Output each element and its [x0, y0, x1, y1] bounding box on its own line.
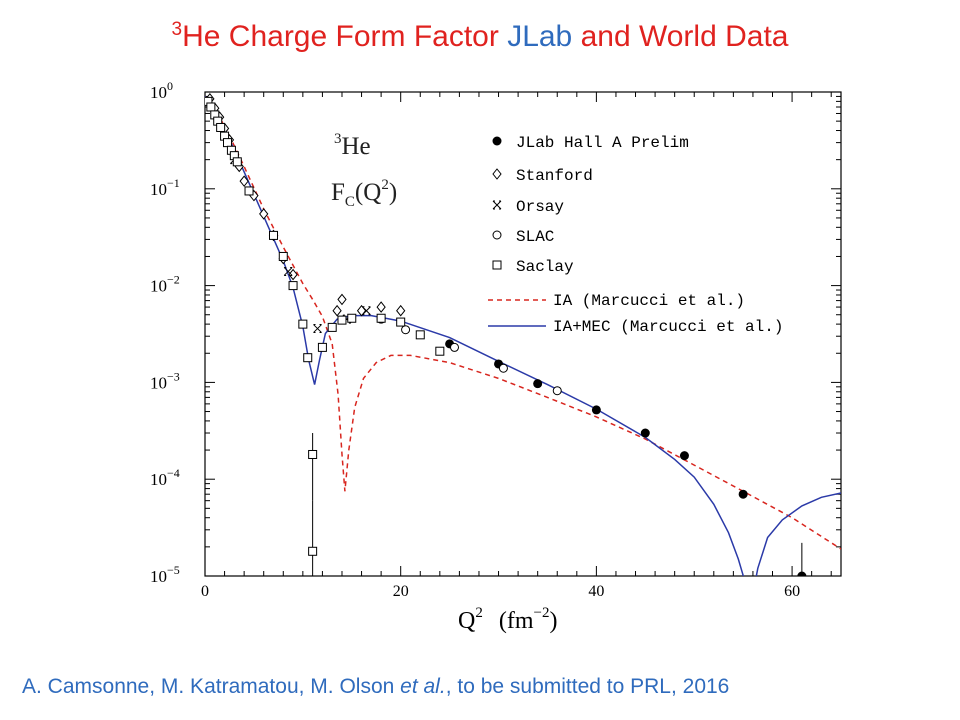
y-tick-labels: 100 10−1 10−2 10−3 10−4 10−5: [150, 79, 180, 586]
legend-label-slac: SLAC: [516, 228, 554, 246]
point-jlab: [679, 451, 689, 461]
point-slac: [552, 386, 562, 396]
point-jlab: [738, 489, 748, 499]
point-orsay: [313, 324, 322, 334]
x-axis-label: Q2 (fm−2): [458, 605, 557, 634]
point-saclay: [435, 346, 445, 356]
legend-marker-saclay: [492, 260, 502, 270]
title-superscript: 3: [171, 19, 183, 40]
point-saclay: [268, 230, 278, 240]
point-saclay: [308, 449, 318, 459]
x-tick-label: 20: [393, 583, 409, 600]
title-part-3: and World Data: [572, 20, 789, 53]
legend-label-ia-mec: IA+MEC (Marcucci et al.): [553, 318, 783, 336]
y-tick-label: 10−5: [150, 563, 180, 586]
point-saclay: [337, 315, 347, 325]
point-orsay: [283, 266, 293, 276]
legend: JLab Hall A Prelim Stanford Orsay SLAC S…: [488, 134, 783, 336]
legend-marker-stanford: [492, 168, 502, 180]
point-saclay: [278, 251, 288, 261]
curve-ia: [205, 95, 841, 550]
point-slac: [401, 325, 411, 335]
citation-authors: A. Camsonne, M. Katramatou, M. Olson: [22, 675, 401, 698]
y-tick-label: 10−2: [150, 273, 180, 296]
point-stanford: [239, 175, 249, 187]
point-saclay: [232, 157, 242, 167]
point-jlab: [591, 405, 601, 415]
point-jlab: [797, 571, 807, 576]
annotation-formfactor: FC(Q2): [331, 177, 397, 210]
point-jlab: [640, 428, 650, 438]
point-saclay: [327, 322, 337, 332]
legend-label-orsay: Orsay: [516, 198, 564, 216]
point-saclay: [396, 317, 406, 327]
citation-rest: , to be submitted to PRL, 2016: [445, 675, 730, 698]
point-saclay: [317, 342, 327, 352]
legend-label-ia: IA (Marcucci et al.): [553, 292, 745, 310]
point-stanford: [259, 208, 269, 220]
legend-label-jlab: JLab Hall A Prelim: [516, 134, 689, 152]
point-stanford: [376, 301, 386, 313]
point-saclay: [288, 281, 298, 291]
point-saclay: [244, 186, 254, 196]
x-tick-label: 40: [588, 583, 604, 600]
citation: A. Camsonne, M. Katramatou, M. Olson et …: [22, 675, 729, 699]
point-saclay: [415, 330, 425, 340]
point-saclay: [376, 313, 386, 323]
citation-et-al: et al.: [400, 675, 446, 698]
point-slac: [498, 363, 508, 373]
y-tick-label: 10−3: [150, 369, 180, 392]
point-jlab: [533, 379, 543, 389]
point-saclay: [303, 353, 313, 363]
point-saclay: [206, 102, 216, 112]
error-bars: [312, 433, 803, 576]
slide-title: 3He Charge Form Factor JLab and World Da…: [0, 20, 960, 54]
x-tick-label: 0: [201, 583, 209, 600]
title-part-1: He Charge Form Factor: [182, 20, 508, 53]
point-orsay: [362, 306, 371, 316]
point-saclay: [347, 313, 357, 323]
legend-marker-jlab: [492, 136, 502, 146]
legend-markers: [492, 136, 502, 270]
point-slac: [450, 342, 460, 352]
point-saclay: [216, 122, 226, 132]
legend-label-saclay: Saclay: [516, 258, 574, 276]
plot-frame: [204, 91, 842, 577]
annotation-nucleus: 3He: [334, 131, 371, 160]
point-saclay: [308, 546, 318, 556]
point-stanford: [337, 293, 347, 306]
legend-marker-slac: [492, 230, 502, 240]
point-stanford: [288, 268, 298, 281]
x-tick-labels: 0 20 40 60: [201, 583, 800, 600]
point-saclay: [223, 138, 233, 148]
y-tick-label: 10−1: [150, 176, 180, 199]
x-tick-label: 60: [784, 583, 800, 600]
data-points: [205, 93, 807, 576]
point-stanford: [332, 304, 342, 317]
legend-label-stanford: Stanford: [516, 167, 593, 185]
point-stanford: [396, 304, 406, 317]
y-tick-label: 100: [150, 79, 173, 102]
legend-marker-orsay: [492, 200, 502, 210]
title-part-jlab: JLab: [507, 20, 573, 53]
point-saclay: [298, 319, 308, 329]
y-tick-label: 10−4: [150, 466, 180, 489]
